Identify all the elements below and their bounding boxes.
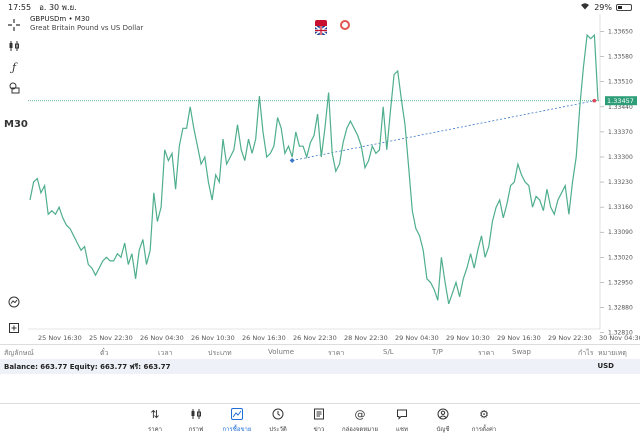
- status-date: อ. 30 พ.ย.: [39, 2, 77, 12]
- x-tick-label: 28 Nov 22:30: [344, 334, 388, 342]
- col-tp: T/P: [432, 348, 443, 356]
- col-swap: Swap: [512, 348, 531, 356]
- chart-toolbar: ƒ M30: [0, 14, 28, 344]
- nav-history[interactable]: ประวัติ: [258, 408, 298, 434]
- news-icon: [299, 408, 339, 422]
- x-tick-label: 29 Nov 16:30: [497, 334, 541, 342]
- y-tick-label: 1.33300: [608, 154, 633, 161]
- trend-line[interactable]: [292, 100, 595, 161]
- settings-icon: ⚙: [479, 408, 489, 421]
- timeframe-label[interactable]: M30: [4, 119, 28, 130]
- nav-settings-label: การตั้งค่า: [471, 426, 497, 433]
- x-axis: 25 Nov 16:30 25 Nov 22:30 26 Nov 04:30 26 N…: [38, 334, 640, 342]
- price-series-line: [29, 33, 599, 305]
- candles-icon[interactable]: [6, 38, 22, 54]
- y-tick-label: 1.33370: [608, 129, 633, 136]
- nav-chart-label: กราฟ: [188, 426, 204, 433]
- col-ticket: ตั๋ว: [100, 349, 109, 357]
- y-tick-label: 1.32810: [608, 330, 633, 337]
- col-profit: กำไร: [578, 349, 594, 357]
- x-tick-label: 29 Nov 10:30: [446, 334, 490, 342]
- nav-history-label: ประวัติ: [269, 426, 287, 433]
- mail-icon: @: [354, 408, 366, 421]
- col-current-price: ราคา: [478, 349, 495, 357]
- nav-trade[interactable]: การซื้อขาย: [217, 408, 257, 434]
- status-time: 17:55: [8, 2, 32, 12]
- col-sl: S/L: [383, 348, 394, 356]
- battery-icon: [616, 3, 632, 11]
- x-tick-label: 26 Nov 10:30: [191, 334, 235, 342]
- symbol-description: Great Britain Pound vs US Dollar: [30, 24, 144, 32]
- uk-flag-icon: [314, 20, 328, 36]
- nav-quotes[interactable]: ⇅ ราคา: [135, 408, 175, 434]
- status-bar: 17:55 อ. 30 พ.ย. 29%: [0, 0, 640, 14]
- trend-line-handle[interactable]: [289, 158, 295, 164]
- col-volume: Volume: [268, 348, 295, 356]
- x-tick-label: 29 Nov 04:30: [395, 334, 439, 342]
- y-tick-label: 1.32950: [608, 279, 633, 286]
- nav-mailbox[interactable]: @ กล่องจดหมาย: [340, 408, 380, 434]
- y-tick-label: 1.33440: [608, 104, 633, 111]
- trade-icon: [217, 408, 257, 422]
- crosshair-icon[interactable]: [6, 17, 22, 33]
- x-tick-label: 26 Nov 16:30: [242, 334, 286, 342]
- price-chart[interactable]: 1.33650 1.33580 1.33510 1.33440 1.33370 1.333…: [28, 14, 640, 344]
- wifi-icon: [580, 2, 590, 12]
- nav-settings[interactable]: ⚙ การตั้งค่า: [464, 408, 504, 434]
- bottom-navigation: ⇅ ราคา กราฟ การซื้อขาย ประวัติ ข่าว: [0, 403, 640, 447]
- battery-percent: 29%: [594, 2, 612, 12]
- x-tick-label: 25 Nov 22:30: [89, 334, 133, 342]
- nav-chat-label: แชท: [396, 426, 408, 433]
- nav-news[interactable]: ข่าว: [299, 408, 339, 434]
- x-tick-label: 26 Nov 22:30: [293, 334, 337, 342]
- y-tick-label: 1.33090: [608, 229, 633, 236]
- nav-chart[interactable]: กราฟ: [176, 408, 216, 434]
- y-tick-label: 1.33510: [608, 79, 633, 86]
- chart-icon: [176, 408, 216, 422]
- col-comment: หมายเหตุ: [598, 349, 627, 357]
- trend-line-end-handle[interactable]: [592, 98, 597, 103]
- current-price-text: 1.33457: [607, 97, 634, 105]
- y-tick-label: 1.33230: [608, 179, 633, 186]
- clock-icon[interactable]: [6, 294, 22, 310]
- nav-quotes-label: ราคา: [148, 426, 162, 433]
- x-tick-label: 29 Nov 22:30: [548, 334, 592, 342]
- market-status-icon: [340, 20, 350, 30]
- nav-chat[interactable]: แชท: [382, 408, 422, 434]
- y-tick-label: 1.33160: [608, 204, 633, 211]
- y-axis: 1.33650 1.33580 1.33510 1.33440 1.33370 1.333…: [608, 29, 633, 337]
- col-symbol: สัญลักษณ์: [4, 349, 34, 357]
- battery-fill: [618, 5, 623, 9]
- y-tick-label: 1.33580: [608, 54, 633, 61]
- add-icon[interactable]: [6, 320, 22, 336]
- x-tick-label: 30 Nov 04:30: [599, 334, 640, 342]
- trade-table-header: สัญลักษณ์ ตั๋ว เวลา ประเภท Volume ราคา S…: [0, 344, 640, 359]
- x-tick-label: 26 Nov 04:30: [140, 334, 184, 342]
- nav-trade-label: การซื้อขาย: [222, 426, 252, 433]
- current-price-label: [605, 96, 637, 106]
- chart-grid: [28, 14, 604, 333]
- y-tick-label: 1.32880: [608, 304, 633, 311]
- balance-summary: Balance: 663.77 Equity: 663.77 ฟรี: 663.…: [4, 363, 171, 371]
- quotes-icon: ⇅: [150, 408, 160, 421]
- y-tick-label: 1.33020: [608, 254, 633, 261]
- col-price: ราคา: [328, 349, 345, 357]
- y-tick-label: 1.33650: [608, 29, 633, 36]
- account-currency: USD: [597, 362, 614, 370]
- col-type: ประเภท: [208, 349, 232, 357]
- history-icon: [258, 408, 298, 422]
- nav-news-label: ข่าว: [313, 426, 325, 433]
- account-balance-row: Balance: 663.77 Equity: 663.77 ฟรี: 663.…: [0, 359, 640, 374]
- symbol-title: GBPUSDm • M30: [30, 15, 90, 23]
- x-tick-label: 25 Nov 16:30: [38, 334, 82, 342]
- chat-icon: [382, 408, 422, 422]
- nav-mailbox-label: กล่องจดหมาย: [341, 426, 379, 433]
- nav-account[interactable]: บัญชี: [423, 408, 463, 434]
- function-icon[interactable]: ƒ: [11, 60, 17, 74]
- account-icon: [423, 408, 463, 422]
- col-time: เวลา: [158, 349, 173, 357]
- nav-account-label: บัญชี: [436, 426, 450, 433]
- objects-icon[interactable]: [6, 80, 22, 96]
